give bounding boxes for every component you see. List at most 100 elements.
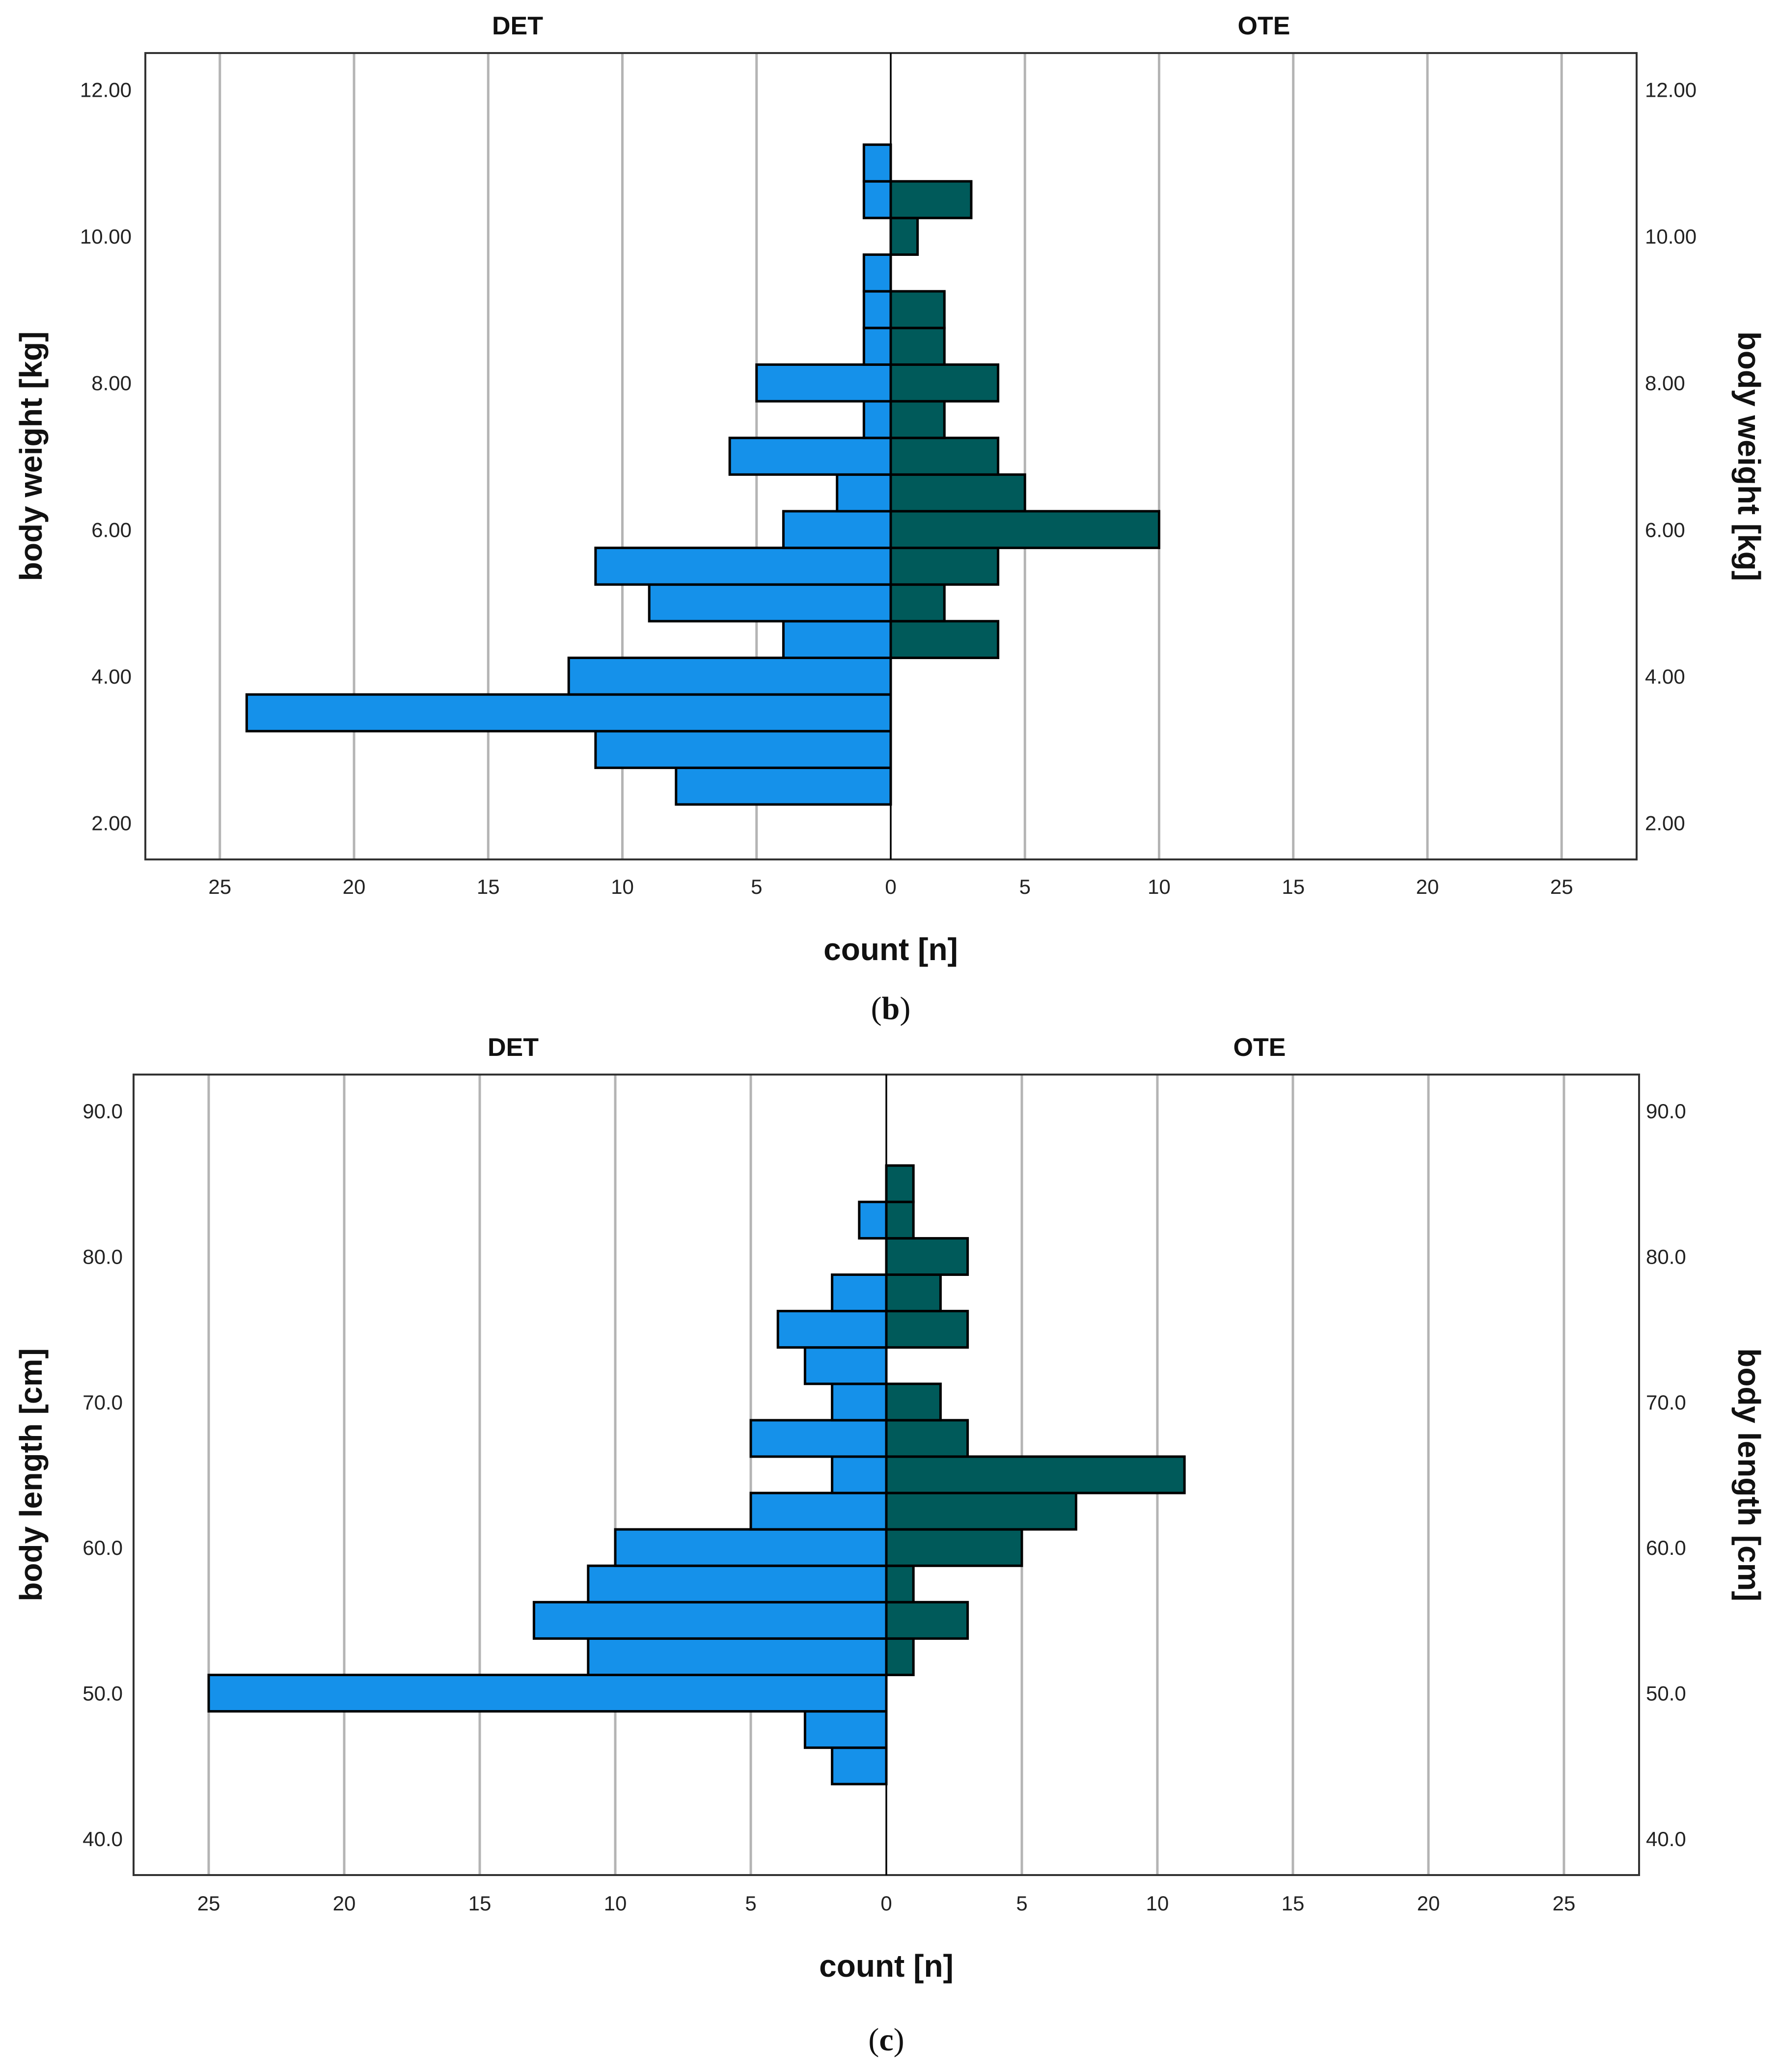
- ote-bar-7: [889, 437, 1000, 476]
- x-tick-label: 0: [880, 1892, 892, 1915]
- ote-bar-65: [885, 1455, 1186, 1494]
- y-tick-label-left: 50.0: [82, 1682, 123, 1705]
- ote-bar-8.5: [889, 327, 946, 366]
- det-bar-8.5: [862, 327, 892, 366]
- det-bar-3: [594, 730, 892, 769]
- y-tick-label-right: 40.0: [1646, 1827, 1686, 1851]
- det-bar-6: [782, 510, 892, 550]
- y-tick-label-left: 40.0: [82, 1827, 123, 1851]
- x-tick-label: 25: [197, 1892, 220, 1915]
- y-tick-label-left: 90.0: [82, 1100, 123, 1123]
- ote-bar-67.5: [885, 1419, 969, 1458]
- ote-bar-80: [885, 1237, 969, 1276]
- det-bar-5: [648, 583, 892, 623]
- ote-bar-52.5: [885, 1637, 915, 1677]
- x-tick-label: 15: [1282, 1892, 1305, 1915]
- ote-bar-77.5: [885, 1273, 942, 1313]
- y-tick-label-right: 2.00: [1645, 811, 1685, 834]
- y-axis-title-left: body length [cm]: [13, 1348, 49, 1602]
- det-bar-4: [567, 657, 892, 696]
- ote-bars: [889, 180, 1160, 660]
- y-tick-label-left: 8.00: [91, 372, 132, 395]
- x-tick-label: 15: [477, 875, 500, 898]
- x-tick-label: 20: [1416, 875, 1439, 898]
- y-tick-label-right: 4.00: [1645, 665, 1685, 688]
- y-tick-label-right: 70.0: [1646, 1391, 1686, 1414]
- det-bar-7: [728, 437, 892, 476]
- y-tick-label-left: 60.0: [82, 1536, 123, 1559]
- y-tick-label-left: 2.00: [91, 811, 132, 834]
- y-tick-labels-left: 2.00 4.00 6.00 8.00 10.00 12.00: [80, 79, 132, 835]
- det-bar-9: [862, 290, 892, 330]
- ote-bar-82.5: [885, 1200, 915, 1240]
- ote-bar-57.5: [885, 1564, 915, 1603]
- det-bar-10.5: [862, 180, 892, 220]
- det-bar-75: [776, 1310, 888, 1349]
- y-tick-label-left: 12.00: [80, 79, 132, 102]
- ote-group-title: OTE: [1238, 12, 1290, 40]
- ote-bar-4.5: [889, 620, 1000, 660]
- ote-bar-6: [889, 510, 1160, 550]
- det-bar-70: [831, 1382, 888, 1422]
- ote-bars: [885, 1164, 1186, 1677]
- det-bar-57.5: [587, 1564, 888, 1603]
- x-tick-label: 5: [1016, 1892, 1027, 1915]
- y-tick-label-left: 70.0: [82, 1391, 123, 1414]
- det-bar-9.5: [862, 253, 892, 293]
- caption-close-paren: ): [900, 991, 910, 1026]
- y-tick-label-left: 80.0: [82, 1245, 123, 1268]
- det-bar-7.5: [862, 400, 892, 440]
- x-tick-label: 20: [1417, 1892, 1440, 1915]
- y-tick-labels-right: 2.00 4.00 6.00 8.00 10.00 12.00: [1645, 79, 1697, 835]
- y-tick-label-right: 50.0: [1646, 1682, 1686, 1705]
- y-tick-label-right: 90.0: [1646, 1100, 1686, 1123]
- y-tick-label-right: 60.0: [1646, 1536, 1686, 1559]
- ote-bar-70: [885, 1382, 942, 1422]
- det-group-title: DET: [488, 1033, 539, 1062]
- ote-bar-10.5: [889, 180, 973, 220]
- x-tick-label: 10: [604, 1892, 627, 1915]
- y-tick-labels-left: 40.0 50.0 60.0 70.0 80.0 90.0: [82, 1100, 123, 1851]
- det-bar-2.5: [675, 766, 892, 806]
- x-tick-label: 10: [1148, 875, 1171, 898]
- panel-caption: (b): [871, 991, 911, 1026]
- det-bar-82.5: [858, 1200, 888, 1240]
- ote-bar-85: [885, 1164, 915, 1203]
- x-tick-label: 5: [751, 875, 762, 898]
- det-bar-45: [831, 1746, 888, 1786]
- x-axis-title: count [n]: [819, 1948, 954, 1984]
- y-tick-label-left: 6.00: [91, 518, 132, 541]
- det-bar-50: [207, 1674, 888, 1713]
- body-weight-pyramid-chart: 25 20 15 10 5 0 5 10 15 20 25 2.00 4.00 6.00 8.00 10.0…: [13, 12, 1767, 1026]
- x-tick-label: 25: [1553, 1892, 1576, 1915]
- ote-bar-75: [885, 1310, 969, 1349]
- ote-bar-5: [889, 583, 946, 623]
- caption-close-paren: ): [894, 2022, 904, 2058]
- x-tick-labels: 25 20 15 10 5 0 5 10 15 20 25: [197, 1892, 1576, 1915]
- caption-letter: b: [882, 991, 900, 1026]
- det-bar-55: [532, 1601, 888, 1640]
- y-tick-labels-right: 40.0 50.0 60.0 70.0 80.0 90.0: [1646, 1100, 1686, 1851]
- det-bars: [245, 143, 892, 806]
- det-bar-11: [862, 143, 892, 183]
- caption-open-paren: (: [868, 2022, 879, 2058]
- x-tick-label: 5: [745, 1892, 756, 1915]
- det-bar-8: [755, 363, 892, 403]
- ote-bar-60: [885, 1528, 1023, 1567]
- caption-open-paren: (: [871, 991, 882, 1026]
- det-bar-4.5: [782, 620, 892, 660]
- x-tick-label: 25: [1550, 875, 1573, 898]
- x-tick-label: 25: [208, 875, 231, 898]
- ote-bar-8: [889, 363, 1000, 403]
- x-tick-label: 0: [885, 875, 896, 898]
- ote-bar-5.5: [889, 547, 1000, 586]
- det-bar-3.5: [245, 693, 892, 733]
- det-bar-6.5: [836, 473, 892, 513]
- ote-bar-9: [889, 290, 946, 330]
- y-tick-label-left: 4.00: [91, 665, 132, 688]
- x-tick-label: 20: [333, 1892, 356, 1915]
- det-bar-72.5: [803, 1346, 888, 1385]
- y-tick-label-right: 8.00: [1645, 372, 1685, 395]
- caption-letter: c: [879, 2022, 893, 2058]
